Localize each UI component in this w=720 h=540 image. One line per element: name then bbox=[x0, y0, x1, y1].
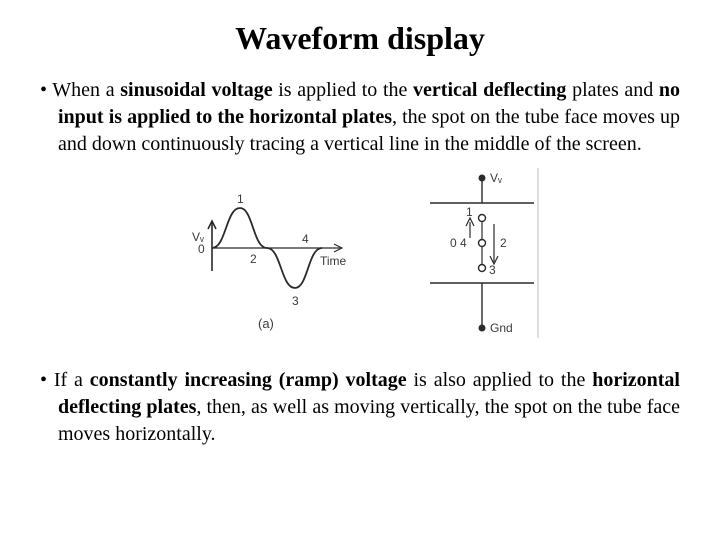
figure-row: Vᵥ Time 0 1 2 3 4 (a) Vᵥ Gnd bbox=[40, 168, 680, 353]
p1-bold1: sinusoidal voltage bbox=[120, 79, 272, 101]
figure-a-caption: (a) bbox=[258, 316, 274, 331]
p2-seg1: If a bbox=[54, 369, 90, 391]
page-title: Waveform display bbox=[40, 20, 680, 57]
p1-seg1: When a bbox=[52, 79, 120, 101]
p1-seg2: is applied to the bbox=[273, 79, 413, 101]
p2-bold1: constantly increasing (ramp) voltage bbox=[90, 369, 407, 391]
p1-bold2: vertical deflecting bbox=[413, 79, 566, 101]
vv-label: Vᵥ bbox=[490, 171, 502, 185]
figure-a-svg: Vᵥ Time 0 1 2 3 4 (a) bbox=[170, 183, 360, 333]
point-3: 3 bbox=[292, 294, 299, 308]
point-4: 4 bbox=[302, 232, 309, 246]
p2-seg2: is also applied to the bbox=[407, 369, 593, 391]
spot-1 bbox=[479, 215, 486, 222]
label-1: 1 bbox=[466, 205, 473, 219]
paragraph-2: If a constantly increasing (ramp) voltag… bbox=[40, 367, 680, 448]
gnd-terminal-dot bbox=[479, 325, 486, 332]
spot-center bbox=[479, 240, 486, 247]
gnd-label: Gnd bbox=[490, 321, 513, 335]
label-04: 0 4 bbox=[450, 236, 467, 250]
paragraph-1: When a sinusoidal voltage is applied to … bbox=[40, 77, 680, 158]
figure-trace-svg: Vᵥ Gnd 1 bbox=[390, 168, 550, 348]
top-terminal-dot bbox=[479, 175, 486, 182]
p1-seg3: plates and bbox=[566, 79, 658, 101]
figure-vertical-trace: Vᵥ Gnd 1 bbox=[390, 168, 550, 353]
point-2: 2 bbox=[250, 252, 257, 266]
label-2: 2 bbox=[500, 236, 507, 250]
point-1: 1 bbox=[237, 192, 244, 206]
point-0: 0 bbox=[198, 242, 205, 256]
label-3: 3 bbox=[489, 263, 496, 277]
spot-3 bbox=[479, 265, 486, 272]
x-axis-label: Time bbox=[320, 254, 347, 268]
figure-a-sine: Vᵥ Time 0 1 2 3 4 (a) bbox=[170, 183, 360, 338]
